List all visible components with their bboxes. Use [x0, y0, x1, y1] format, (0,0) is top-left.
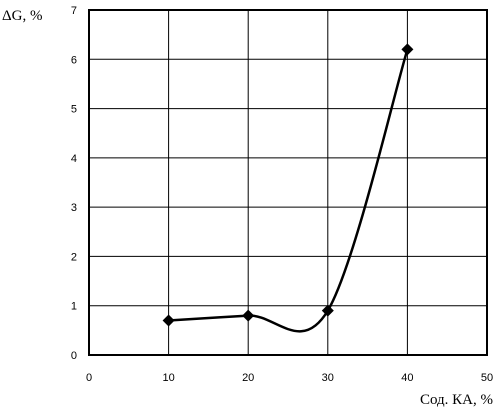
x-tick-labels: 0 10 20 30 40 50 — [86, 372, 493, 384]
x-tick-label: 40 — [401, 372, 413, 384]
y-tick-label: 5 — [71, 104, 77, 116]
y-tick-label: 7 — [71, 5, 77, 17]
data-point-marker — [162, 314, 175, 327]
x-tick-label: 10 — [162, 372, 174, 384]
y-axis-title: ΔG, % — [2, 8, 42, 24]
y-tick-label: 3 — [71, 202, 77, 214]
x-axis-title: Сод. КА, % — [420, 392, 493, 408]
series-line — [168, 49, 409, 333]
markers — [162, 43, 414, 327]
data-point-marker — [401, 43, 414, 56]
y-tick-labels: 0 1 2 3 4 5 6 7 — [71, 5, 77, 362]
x-tick-label: 20 — [242, 372, 254, 384]
y-tick-label: 1 — [71, 301, 77, 313]
series-layer — [168, 49, 409, 333]
y-tick-label: 0 — [71, 350, 77, 362]
y-tick-label: 4 — [71, 153, 77, 165]
x-tick-label: 0 — [86, 372, 92, 384]
data-point-marker — [242, 309, 255, 322]
plot-area-frame — [88, 9, 488, 356]
y-tick-label: 2 — [71, 251, 77, 263]
data-point-marker — [321, 304, 334, 317]
y-tick-label: 6 — [71, 54, 77, 66]
grid-lines — [89, 10, 487, 355]
x-tick-label: 50 — [481, 372, 493, 384]
x-tick-label: 30 — [322, 372, 334, 384]
